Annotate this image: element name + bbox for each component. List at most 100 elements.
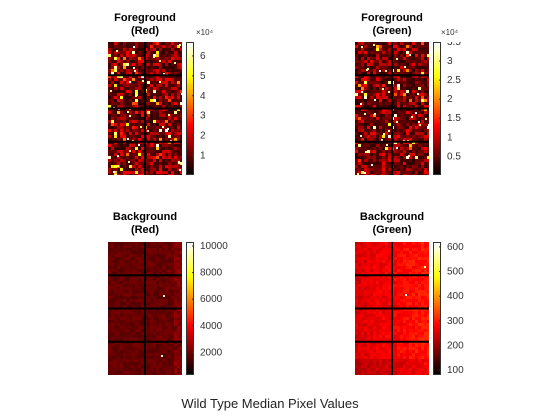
heatmap-cell xyxy=(114,105,117,108)
heatmap-cell xyxy=(361,147,364,150)
heatmap-cell xyxy=(132,114,135,117)
heatmap-cell xyxy=(418,359,421,362)
heatmap-cell xyxy=(379,114,382,117)
heatmap-cell xyxy=(147,144,150,147)
heatmap-cell xyxy=(424,242,427,245)
heatmap-cell xyxy=(159,254,162,257)
heatmap-cell xyxy=(123,329,126,332)
heatmap-cell xyxy=(355,48,358,51)
heatmap-cell xyxy=(382,329,385,332)
heatmap-cell xyxy=(409,365,412,368)
colorbar-step xyxy=(186,327,194,330)
heatmap-cell xyxy=(126,368,129,371)
heatmap-cell xyxy=(376,326,379,329)
heatmap-cell xyxy=(147,54,150,57)
heatmap-cell xyxy=(153,51,156,54)
heatmap-cell xyxy=(361,102,364,105)
heatmap-cell xyxy=(135,171,138,174)
heatmap-cell xyxy=(406,272,409,275)
heatmap-cell xyxy=(135,78,138,81)
heatmap-cell xyxy=(171,290,174,293)
heatmap-cell xyxy=(397,296,400,299)
heatmap-cell xyxy=(135,123,138,126)
heatmap-cell xyxy=(394,90,397,93)
heatmap-cell xyxy=(394,248,397,251)
heatmap-cell xyxy=(108,263,111,266)
heatmap-cell xyxy=(126,281,129,284)
heatmap-cell xyxy=(111,359,114,362)
heatmap-cell xyxy=(156,132,159,135)
heatmap-cell xyxy=(147,78,150,81)
heatmap-cell xyxy=(165,51,168,54)
heatmap-cell xyxy=(397,335,400,338)
heatmap-cell xyxy=(147,320,150,323)
heatmap-cell xyxy=(108,147,111,150)
heatmap-cell xyxy=(168,111,171,114)
heatmap-cell xyxy=(129,284,132,287)
heatmap-cell xyxy=(174,171,177,174)
heatmap-cell xyxy=(415,153,418,156)
heatmap-cell xyxy=(171,260,174,263)
colorbar-step xyxy=(433,81,441,85)
heatmap-cell xyxy=(156,353,159,356)
heatmap-cell xyxy=(141,359,144,362)
heatmap-cell xyxy=(361,257,364,260)
heatmap-cell xyxy=(424,57,427,60)
heatmap-cell xyxy=(135,263,138,266)
heatmap-cell xyxy=(177,275,180,278)
heatmap-cell xyxy=(400,144,403,147)
heatmap-cell xyxy=(403,42,406,45)
heatmap-cell xyxy=(111,254,114,257)
bright-spot xyxy=(110,90,112,92)
heatmap-cell xyxy=(141,48,144,51)
heatmap-cell xyxy=(111,302,114,305)
heatmap-cell xyxy=(409,251,412,254)
heatmap-cell xyxy=(355,123,358,126)
heatmap-cell xyxy=(412,374,415,375)
heatmap-cell xyxy=(114,251,117,254)
heatmap-cell xyxy=(147,48,150,51)
heatmap-cell xyxy=(111,45,114,48)
colorbar-tick-label: 3 xyxy=(447,56,453,67)
heatmap-cell xyxy=(403,48,406,51)
heatmap-cell xyxy=(418,362,421,365)
heatmap-cell xyxy=(400,251,403,254)
colorbar-step xyxy=(433,64,441,68)
heatmap-cell xyxy=(403,254,406,257)
heatmap-cell xyxy=(382,344,385,347)
heatmap-cell xyxy=(126,344,129,347)
heatmap-cell xyxy=(379,320,382,323)
heatmap-cell xyxy=(382,272,385,275)
heatmap-cell xyxy=(379,96,382,99)
heatmap-cell xyxy=(171,317,174,320)
colorbar-tick-label: 2 xyxy=(200,131,206,142)
colorbar-step xyxy=(186,345,194,349)
heatmap-cell xyxy=(373,102,376,105)
heatmap-cell xyxy=(409,138,412,141)
heatmap-cell xyxy=(427,69,429,72)
heatmap-cell xyxy=(394,123,397,126)
heatmap-cell xyxy=(132,99,135,102)
heatmap-cell xyxy=(135,45,138,48)
heatmap-cell xyxy=(358,329,361,332)
heatmap-cell xyxy=(180,135,182,138)
heatmap-cell xyxy=(147,99,150,102)
heatmap-cell xyxy=(355,81,358,84)
heatmap-cell xyxy=(388,314,391,317)
heatmap-cell xyxy=(138,311,141,314)
heatmap-cell xyxy=(400,314,403,317)
heatmap-cell xyxy=(150,144,153,147)
heatmap-cell xyxy=(174,281,177,284)
heatmap-cell xyxy=(382,126,385,129)
heatmap-cell xyxy=(135,81,138,84)
heatmap-cell xyxy=(397,159,400,162)
heatmap-cell xyxy=(406,302,409,305)
heatmap-cell xyxy=(108,260,111,263)
colorbar-step xyxy=(433,141,441,145)
heatmap-cell xyxy=(135,242,138,245)
heatmap-cell xyxy=(123,96,126,99)
heatmap-cell xyxy=(132,126,135,129)
heatmap-cell xyxy=(424,293,427,296)
heatmap-cell xyxy=(403,263,406,266)
heatmap-cell xyxy=(120,126,123,129)
